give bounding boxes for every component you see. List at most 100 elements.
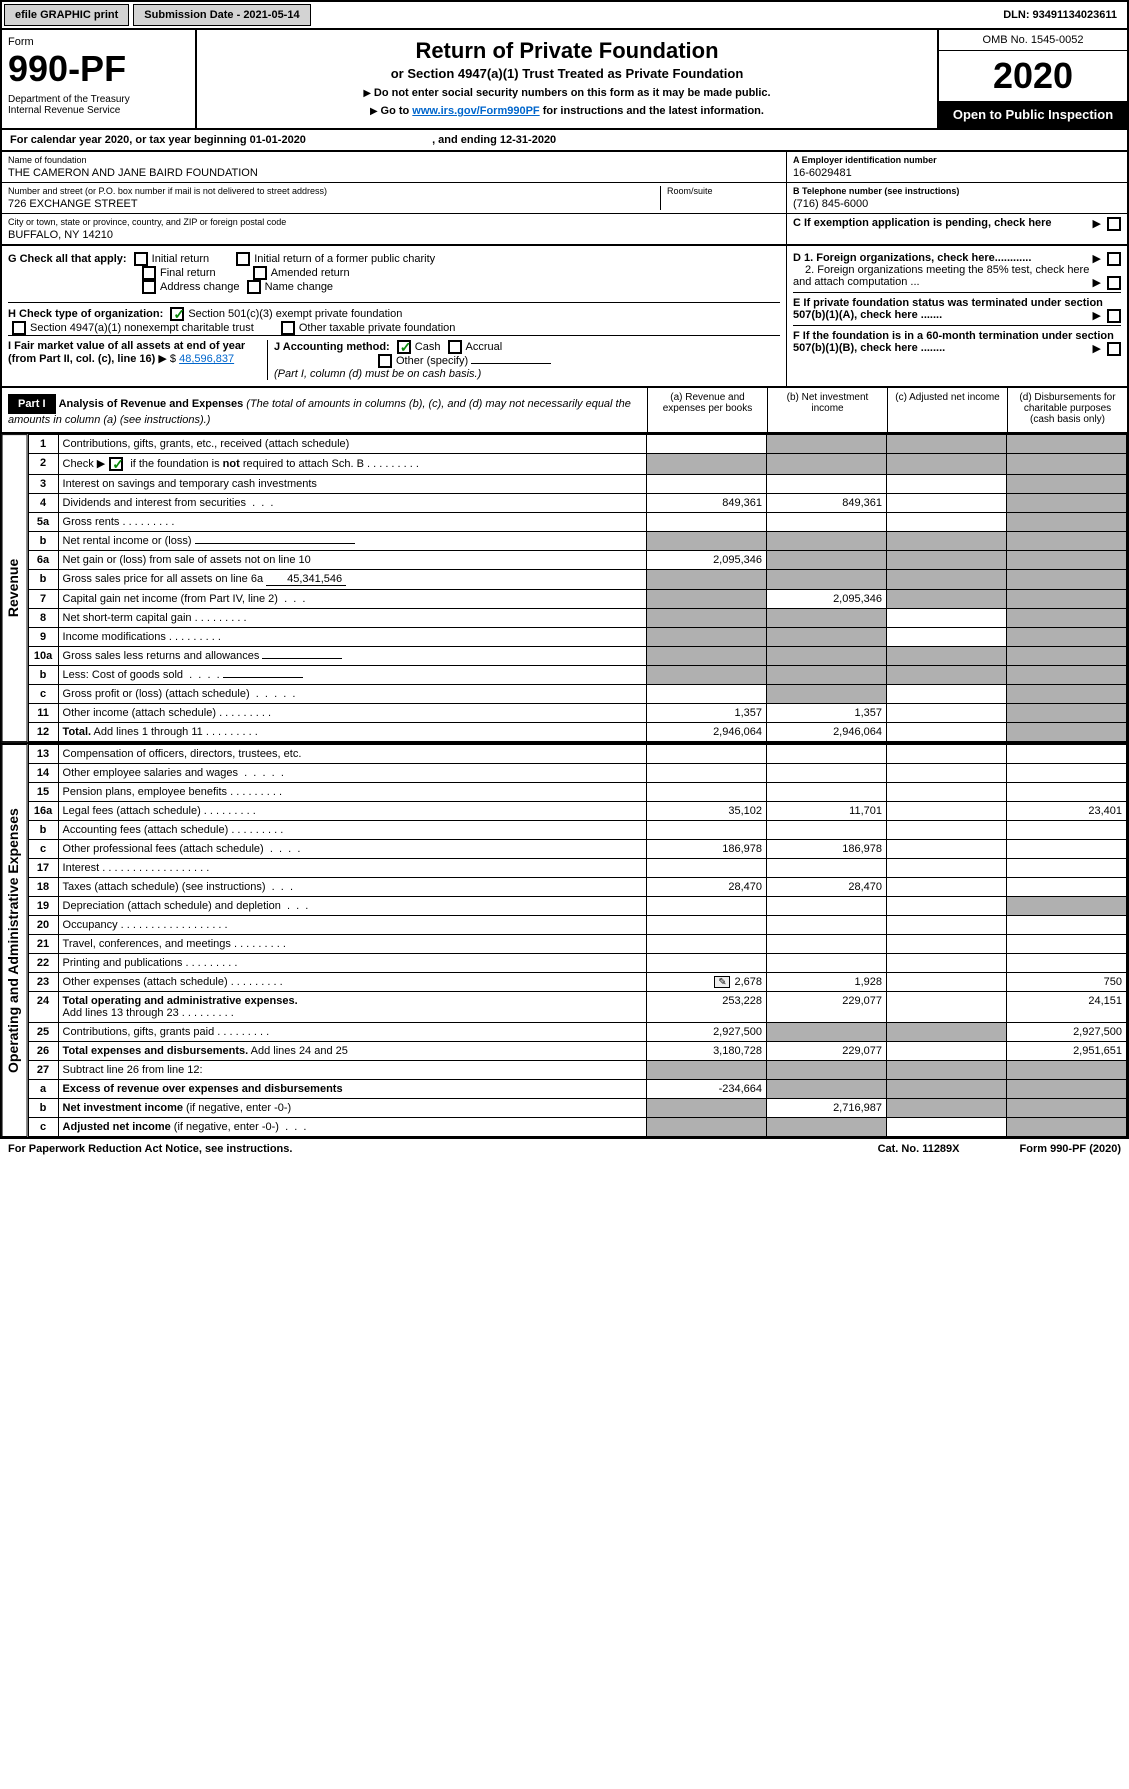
revenue-side-label: Revenue: [2, 434, 28, 742]
tel-value: (716) 845-6000: [793, 198, 1121, 210]
part-title: Analysis of Revenue and Expenses: [59, 398, 244, 410]
d1-checkbox[interactable]: [1107, 252, 1121, 266]
check-section: G Check all that apply: Initial return I…: [0, 246, 1129, 388]
e-label: E If private foundation status was termi…: [793, 297, 1103, 321]
tax-year: 2020: [939, 51, 1127, 101]
h-label: H Check type of organization:: [8, 308, 163, 320]
table-row: 3Interest on savings and temporary cash …: [28, 475, 1126, 494]
addr-label: Number and street (or P.O. box number if…: [8, 186, 660, 196]
table-row: 4Dividends and interest from securities …: [28, 494, 1126, 513]
table-row: cOther professional fees (attach schedul…: [28, 840, 1126, 859]
attachment-icon[interactable]: ✎: [714, 976, 730, 988]
table-row: 10aGross sales less returns and allowanc…: [28, 647, 1126, 666]
part1-header: Part I Analysis of Revenue and Expenses …: [0, 388, 1129, 434]
table-row: 21Travel, conferences, and meetings: [28, 935, 1126, 954]
ein-label: A Employer identification number: [793, 155, 1121, 165]
table-row: 19Depreciation (attach schedule) and dep…: [28, 897, 1126, 916]
form-number: 990-PF: [8, 48, 189, 90]
chk-final[interactable]: [142, 266, 156, 280]
open-public: Open to Public Inspection: [939, 101, 1127, 128]
tel-label: B Telephone number (see instructions): [793, 186, 1121, 196]
chk-cash[interactable]: [397, 340, 411, 354]
e-checkbox[interactable]: [1107, 309, 1121, 323]
paperwork-notice: For Paperwork Reduction Act Notice, see …: [8, 1143, 292, 1155]
chk-amended[interactable]: [253, 266, 267, 280]
chk-address[interactable]: [142, 280, 156, 294]
chk-501c3[interactable]: [170, 307, 184, 321]
cat-number: Cat. No. 11289X: [878, 1143, 960, 1155]
c-checkbox[interactable]: [1107, 217, 1121, 231]
col-d-header: (d) Disbursements for charitable purpose…: [1007, 388, 1127, 432]
table-row: 11Other income (attach schedule)1,3571,3…: [28, 704, 1126, 723]
table-row: bAccounting fees (attach schedule): [28, 821, 1126, 840]
chk-initial-former[interactable]: [236, 252, 250, 266]
chk-name[interactable]: [247, 280, 261, 294]
name-label: Name of foundation: [8, 155, 780, 165]
table-row: 17Interest: [28, 859, 1126, 878]
table-row: 14Other employee salaries and wages . . …: [28, 764, 1126, 783]
i-value[interactable]: 48,596,837: [179, 353, 234, 365]
f-checkbox[interactable]: [1107, 342, 1121, 356]
table-row: bGross sales price for all assets on lin…: [28, 570, 1126, 590]
col-b-header: (b) Net investment income: [767, 388, 887, 432]
table-row: 12Total. Add lines 1 through 112,946,064…: [28, 723, 1126, 742]
foundation-info: Name of foundation THE CAMERON AND JANE …: [0, 152, 1129, 246]
table-row: bNet investment income (if negative, ent…: [28, 1099, 1126, 1118]
part-label: Part I: [8, 394, 56, 414]
city-label: City or town, state or province, country…: [8, 217, 780, 227]
expenses-side-label: Operating and Administrative Expenses: [2, 744, 28, 1137]
top-bar: efile GRAPHIC print Submission Date - 20…: [0, 0, 1129, 30]
d2-label: 2. Foreign organizations meeting the 85%…: [793, 264, 1089, 288]
f-label: F If the foundation is in a 60-month ter…: [793, 330, 1114, 354]
dept-label: Department of the Treasury: [8, 94, 189, 105]
irs-link[interactable]: www.irs.gov/Form990PF: [412, 105, 539, 117]
table-row: aExcess of revenue over expenses and dis…: [28, 1080, 1126, 1099]
j-label: J Accounting method:: [274, 341, 390, 353]
chk-other-acct[interactable]: [378, 354, 392, 368]
irs-label: Internal Revenue Service: [8, 105, 189, 116]
table-row: 13Compensation of officers, directors, t…: [28, 745, 1126, 764]
col-a-header: (a) Revenue and expenses per books: [647, 388, 767, 432]
table-row: bLess: Cost of goods sold . . . .: [28, 666, 1126, 685]
submission-date: Submission Date - 2021-05-14: [133, 4, 310, 26]
form-footer: Form 990-PF (2020): [1020, 1143, 1121, 1155]
chk-initial[interactable]: [134, 252, 148, 266]
table-row: 16aLegal fees (attach schedule)35,10211,…: [28, 802, 1126, 821]
table-row: 25Contributions, gifts, grants paid2,927…: [28, 1023, 1126, 1042]
table-row: 5aGross rents: [28, 513, 1126, 532]
chk-sch-b[interactable]: [109, 457, 123, 471]
table-row: 27Subtract line 26 from line 12:: [28, 1061, 1126, 1080]
j-note: (Part I, column (d) must be on cash basi…: [274, 368, 481, 380]
calendar-year-row: For calendar year 2020, or tax year begi…: [0, 130, 1129, 152]
page-footer: For Paperwork Reduction Act Notice, see …: [0, 1139, 1129, 1159]
table-row: 18Taxes (attach schedule) (see instructi…: [28, 878, 1126, 897]
g-label: G Check all that apply:: [8, 253, 127, 265]
table-row: cAdjusted net income (if negative, enter…: [28, 1118, 1126, 1137]
table-row: cGross profit or (loss) (attach schedule…: [28, 685, 1126, 704]
efile-print-button[interactable]: efile GRAPHIC print: [4, 4, 129, 26]
form-header: Form 990-PF Department of the Treasury I…: [0, 30, 1129, 130]
street-address: 726 EXCHANGE STREET: [8, 198, 660, 210]
expenses-table: Operating and Administrative Expenses 13…: [0, 744, 1129, 1139]
table-row: 20Occupancy: [28, 916, 1126, 935]
col-c-header: (c) Adjusted net income: [887, 388, 1007, 432]
table-row: 22Printing and publications: [28, 954, 1126, 973]
revenue-table: Revenue 1Contributions, gifts, grants, e…: [0, 434, 1129, 744]
c-label: C If exemption application is pending, c…: [793, 217, 1052, 229]
form-title: Return of Private Foundation: [205, 38, 929, 64]
chk-other-tax[interactable]: [281, 321, 295, 335]
chk-4947[interactable]: [12, 321, 26, 335]
chk-accrual[interactable]: [448, 340, 462, 354]
table-row: 6aNet gain or (loss) from sale of assets…: [28, 551, 1126, 570]
table-row: 23Other expenses (attach schedule)✎2,678…: [28, 973, 1126, 992]
table-row: 26Total expenses and disbursements. Add …: [28, 1042, 1126, 1061]
omb-number: OMB No. 1545-0052: [939, 30, 1127, 51]
d2-checkbox[interactable]: [1107, 276, 1121, 290]
city-state-zip: BUFFALO, NY 14210: [8, 229, 780, 241]
foundation-name: THE CAMERON AND JANE BAIRD FOUNDATION: [8, 167, 780, 179]
note-ssn: Do not enter social security numbers on …: [205, 87, 929, 99]
table-row: 1Contributions, gifts, grants, etc., rec…: [28, 435, 1126, 454]
note-link: Go to www.irs.gov/Form990PF for instruct…: [205, 105, 929, 117]
form-label: Form: [8, 36, 189, 48]
table-row: 9Income modifications: [28, 628, 1126, 647]
